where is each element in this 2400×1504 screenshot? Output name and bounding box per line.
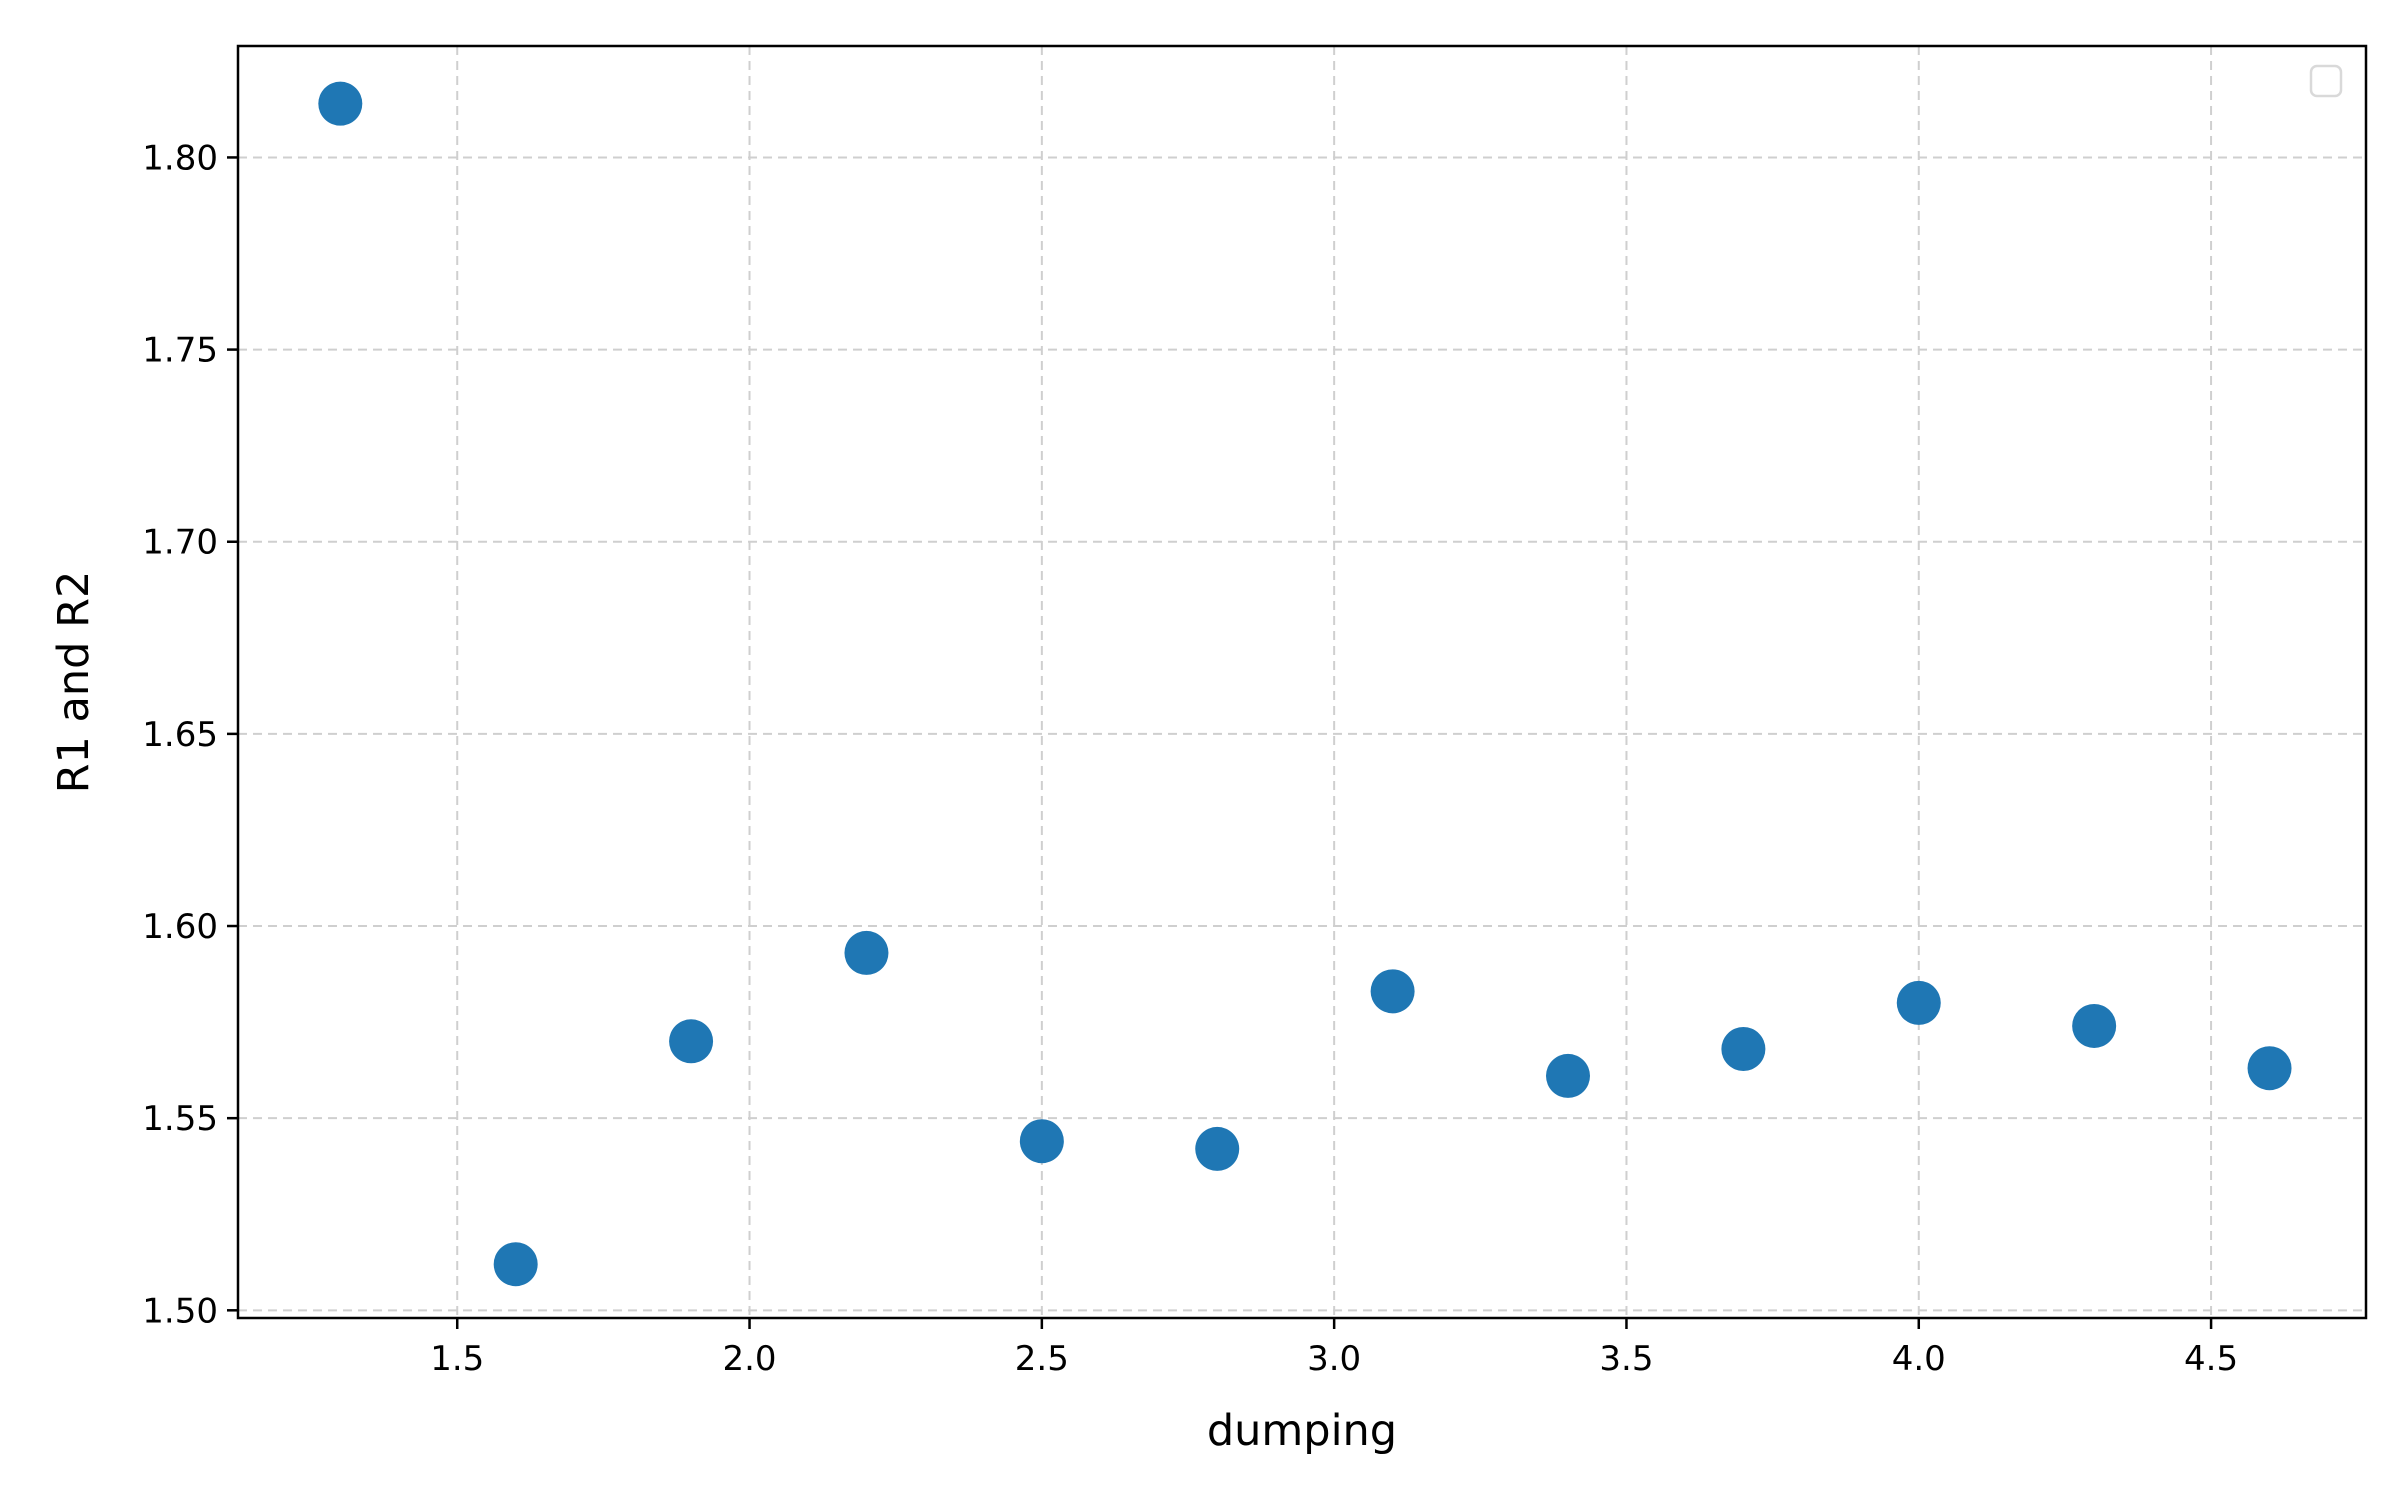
y-tick-label: 1.50: [142, 1291, 218, 1331]
x-tick-label: 3.5: [1599, 1339, 1653, 1379]
x-tick-label: 2.0: [722, 1339, 776, 1379]
y-tick-label: 1.55: [142, 1099, 218, 1139]
legend: [2309, 64, 2343, 98]
y-tick-label: 1.80: [142, 138, 218, 178]
data-point: [1896, 980, 1941, 1025]
x-tick-label: 3.0: [1307, 1339, 1361, 1379]
data-point: [669, 1019, 714, 1064]
x-tick-label: 4.5: [2184, 1339, 2238, 1379]
data-point: [1195, 1126, 1240, 1171]
data-point: [493, 1242, 538, 1287]
axis-ticks: 1.5 2.0 2.5 3.0 3.5 4.0 4.5 1.50 1.55 1.60 1.65 1.7…: [142, 138, 2238, 1379]
grid: [238, 46, 2366, 1318]
x-tick-label: 4.0: [1892, 1339, 1946, 1379]
x-tick-label: 1.5: [430, 1339, 484, 1379]
y-tick-label: 1.75: [142, 331, 218, 371]
data-point: [1721, 1026, 1766, 1071]
data-points: [318, 81, 2292, 1287]
y-axis-label: R1 and R2: [49, 571, 99, 794]
data-point: [318, 81, 363, 126]
y-tick-label: 1.70: [142, 523, 218, 563]
data-point: [2072, 1003, 2117, 1048]
x-axis-label: dumping: [1207, 1406, 1397, 1456]
data-point: [1019, 1119, 1064, 1164]
x-tick-label: 2.5: [1015, 1339, 1069, 1379]
data-point: [2247, 1046, 2292, 1091]
data-point: [1370, 969, 1415, 1014]
data-point: [1546, 1053, 1590, 1098]
plot-frame: [236, 44, 2368, 1320]
data-point: [844, 930, 889, 975]
y-tick-label: 1.65: [142, 715, 218, 755]
y-tick-label: 1.60: [142, 907, 218, 947]
